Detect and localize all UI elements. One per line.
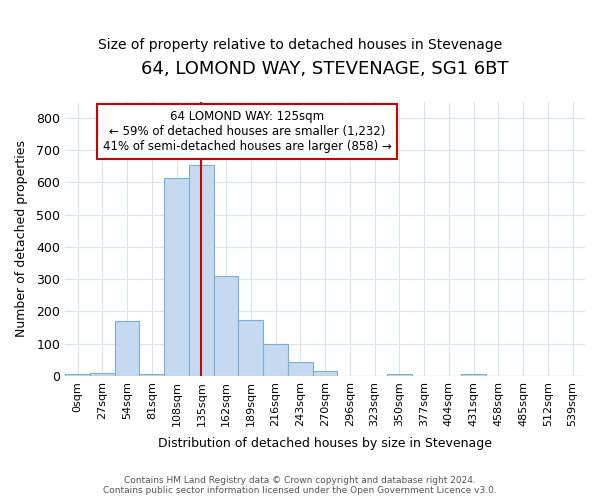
Bar: [238, 320, 263, 376]
Bar: [189, 164, 214, 376]
Bar: [115, 321, 139, 376]
Bar: [387, 374, 412, 376]
Bar: [263, 344, 288, 376]
Text: Size of property relative to detached houses in Stevenage: Size of property relative to detached ho…: [98, 38, 502, 52]
Title: 64, LOMOND WAY, STEVENAGE, SG1 6BT: 64, LOMOND WAY, STEVENAGE, SG1 6BT: [142, 60, 509, 78]
Bar: [313, 371, 337, 376]
Bar: [139, 374, 164, 376]
Bar: [288, 362, 313, 376]
Bar: [65, 374, 90, 376]
Bar: [90, 373, 115, 376]
Text: 64 LOMOND WAY: 125sqm
← 59% of detached houses are smaller (1,232)
41% of semi-d: 64 LOMOND WAY: 125sqm ← 59% of detached …: [103, 110, 392, 153]
X-axis label: Distribution of detached houses by size in Stevenage: Distribution of detached houses by size …: [158, 437, 492, 450]
Text: Contains HM Land Registry data © Crown copyright and database right 2024.
Contai: Contains HM Land Registry data © Crown c…: [103, 476, 497, 495]
Bar: [461, 374, 486, 376]
Bar: [214, 276, 238, 376]
Bar: [164, 178, 189, 376]
Y-axis label: Number of detached properties: Number of detached properties: [15, 140, 28, 338]
